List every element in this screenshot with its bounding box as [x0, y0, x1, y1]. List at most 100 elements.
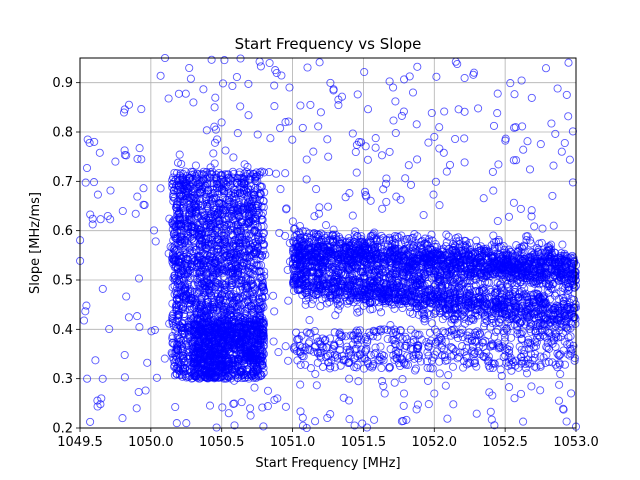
- data-point: [258, 403, 267, 412]
- data-point: [312, 381, 321, 390]
- data-point: [236, 102, 245, 111]
- data-point: [551, 129, 560, 138]
- data-point: [139, 200, 148, 209]
- data-point: [326, 78, 335, 87]
- data-points: [76, 53, 581, 433]
- data-point: [516, 389, 526, 398]
- data-point: [89, 178, 99, 187]
- data-point: [389, 116, 398, 125]
- data-point: [334, 95, 343, 104]
- data-point: [269, 291, 278, 300]
- data-point: [197, 292, 206, 301]
- data-point: [391, 97, 400, 106]
- data-point: [527, 93, 536, 102]
- data-point: [371, 134, 380, 143]
- data-point: [173, 158, 183, 167]
- data-point: [348, 129, 357, 138]
- data-point: [169, 245, 178, 254]
- data-point: [312, 185, 321, 194]
- data-point: [397, 111, 406, 120]
- data-point: [118, 206, 127, 216]
- data-point: [494, 160, 503, 169]
- data-point: [530, 222, 539, 231]
- data-point: [281, 402, 290, 411]
- data-point: [296, 380, 305, 389]
- data-point: [472, 409, 481, 418]
- data-point: [306, 100, 315, 109]
- data-point: [240, 160, 249, 169]
- data-point: [185, 63, 194, 73]
- data-point: [412, 120, 421, 129]
- data-point: [505, 383, 514, 392]
- data-point: [147, 327, 156, 336]
- data-point: [568, 178, 577, 187]
- data-point: [81, 178, 90, 187]
- data-point: [385, 77, 394, 86]
- data-point: [413, 400, 422, 409]
- data-point: [567, 389, 576, 398]
- data-point: [341, 193, 350, 202]
- data-point: [98, 284, 107, 293]
- data-point: [424, 400, 433, 409]
- data-point: [390, 378, 399, 387]
- data-point: [296, 101, 305, 110]
- data-point: [412, 405, 421, 414]
- data-point: [217, 118, 226, 127]
- data-point: [445, 160, 455, 169]
- data-point: [442, 167, 451, 176]
- data-point: [556, 369, 565, 379]
- data-point: [424, 138, 433, 147]
- data-point: [277, 71, 286, 80]
- data-point: [489, 121, 499, 130]
- data-point: [562, 90, 571, 99]
- data-point: [506, 79, 515, 88]
- data-point: [91, 356, 100, 365]
- data-point: [440, 107, 449, 116]
- data-point: [382, 197, 391, 206]
- data-point: [525, 165, 535, 174]
- data-point: [143, 358, 152, 367]
- data-point: [474, 104, 483, 113]
- data-point: [269, 337, 278, 346]
- data-point: [311, 417, 320, 426]
- data-point: [362, 192, 371, 201]
- data-point: [377, 151, 387, 160]
- data-point: [169, 236, 178, 245]
- data-point: [256, 62, 265, 71]
- data-point: [311, 369, 320, 379]
- data-point: [324, 152, 333, 161]
- data-point: [402, 415, 411, 424]
- data-point: [345, 374, 354, 383]
- data-point: [82, 163, 92, 173]
- data-point: [497, 371, 506, 380]
- data-point: [389, 83, 398, 92]
- data-point: [392, 192, 401, 201]
- data-point: [229, 399, 238, 408]
- data-point: [493, 89, 502, 98]
- data-point: [96, 215, 105, 224]
- data-point: [406, 180, 416, 189]
- data-point: [302, 175, 311, 184]
- data-point: [122, 292, 131, 301]
- data-point: [397, 417, 406, 426]
- data-point: [410, 366, 420, 375]
- data-point: [134, 274, 144, 283]
- data-point: [382, 174, 391, 183]
- data-point: [370, 415, 379, 424]
- data-point: [93, 190, 102, 199]
- data-point: [228, 81, 237, 91]
- data-point: [523, 232, 532, 241]
- data-point: [350, 421, 359, 430]
- data-point: [174, 89, 183, 98]
- data-point: [171, 402, 180, 412]
- data-point: [302, 155, 311, 164]
- data-point: [284, 296, 293, 305]
- data-point: [181, 363, 190, 372]
- data-point: [259, 422, 268, 431]
- data-point: [216, 171, 225, 180]
- data-point: [321, 221, 331, 230]
- data-point: [564, 112, 573, 121]
- data-point: [329, 85, 338, 94]
- data-point: [172, 199, 181, 209]
